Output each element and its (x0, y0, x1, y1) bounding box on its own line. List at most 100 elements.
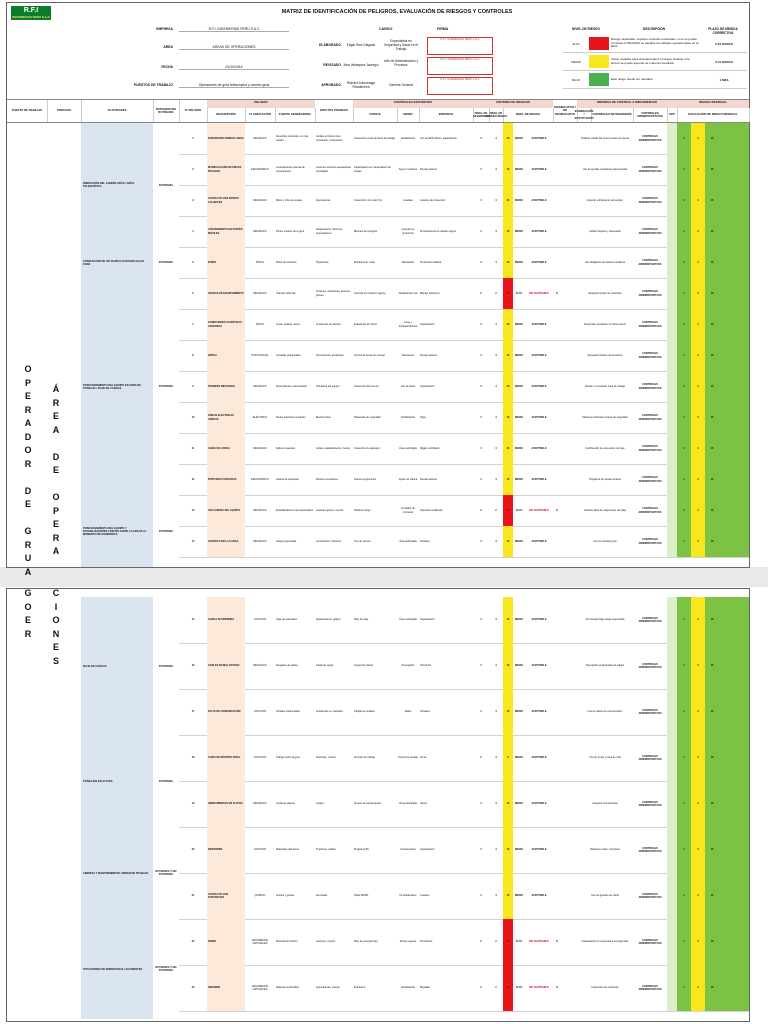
residual-severity: 4 (677, 643, 691, 689)
hazard-description: LÍNEAS ELÉCTRICAS AÉREAS (207, 402, 245, 433)
routine-cell: RUTINARIA (158, 779, 174, 783)
residual-severity: 4 (677, 247, 691, 278)
hazard-description: INCENDIO (207, 965, 245, 1011)
acceptability: ACEPTABLE (531, 446, 547, 450)
hazard-number: 22 (191, 940, 195, 944)
hazard-effects: Accidentes de tránsito (316, 322, 341, 326)
significance (553, 781, 561, 827)
residual-score: 16 (705, 278, 719, 309)
existing-control-medium: Apoyo mecánico (398, 167, 418, 171)
existing-control-source: Inspección diaria (354, 664, 373, 668)
epp-cell (667, 689, 677, 735)
hazard-description: ATRAPAMIENTO EN PARTES MÓVILES (207, 216, 245, 247)
risk-score: 16 (503, 309, 513, 340)
severity-value: 4 (480, 384, 482, 388)
existing-control-individual: Uso de EPP básico, capacitación (420, 136, 457, 140)
existing-control-medium: Reemplazo (401, 664, 415, 668)
hazard-description: GOLPES CON LA CARGA (207, 526, 245, 557)
administrative-control: CONTROLES ADMINISTRATIVOS (638, 321, 662, 328)
hazard-effects: Golpes (316, 802, 324, 806)
document-header: R.F.I INGENIERIAS PERU S.A.C MATRIZ DE I… (7, 3, 749, 100)
administrative-control: CONTROLES ADMINISTRATIVOS (638, 754, 662, 761)
acceptability: ACEPTABLE (531, 894, 547, 898)
residual-score: 16 (705, 597, 719, 643)
residual-score: 16 (705, 433, 719, 464)
acceptability: ACEPTABLE (531, 322, 547, 326)
administrative-control: CONTROLES ADMINISTRATIVOS (638, 166, 662, 173)
vertical-label-char: N (52, 628, 60, 639)
severity-value: 2 (480, 940, 482, 944)
residual-severity: 4 (677, 340, 691, 371)
hazard-number: 21 (191, 894, 195, 898)
engineering-control: Uso de cuerdas guía (593, 539, 617, 543)
existing-control-source: Control de horas de manejo (354, 353, 385, 357)
aprobado-signature-stamp: R.F.I. INGENIERIAS PERU S.A.C (427, 77, 493, 95)
hazard-source: Falla en aparejos (276, 446, 296, 450)
engineering-control: Uso de ayudas mecánicas para levantar (582, 167, 628, 171)
existing-control-medium: Descansos (401, 353, 415, 357)
hazard-classification: LOCATIVO (253, 618, 267, 622)
hazard-effects: Dermatitis (316, 894, 328, 898)
existing-control-individual: Capacitación (420, 384, 435, 388)
epp-cell (667, 185, 677, 216)
engineering-control: Programa de pausas activas (589, 477, 621, 481)
hazard-source: Material combustible (276, 986, 299, 990)
consequence-value: 4 (495, 848, 497, 852)
residual-comment (719, 216, 749, 247)
hazard-number: 6 (192, 291, 194, 295)
hazard-classification: PSICOSOCIAL (251, 353, 269, 357)
hazard-effects: Tropiezos, caídas (316, 848, 336, 852)
elimination-cell (561, 526, 577, 557)
residual-score: 16 (705, 735, 719, 781)
hazard-classification: QUÍMICO (254, 894, 266, 898)
engineering-control: Reemplazo programado de cables (585, 664, 625, 668)
existing-control-individual: Pausas activas (420, 477, 437, 481)
epp-cell (667, 340, 677, 371)
col-descripcion: DESCRIPCIÓN (207, 108, 246, 122)
residual-score: 16 (705, 402, 719, 433)
hazard-row: 2 MANIPULACIÓN DE PIEZAS PESADAS ERGONÓMIC… (179, 154, 749, 186)
severity-value: 4 (480, 415, 482, 419)
col-significativo: SIGNIFICATIVO / NO SIGNIFICATIVO (553, 100, 578, 122)
significance: S (556, 986, 558, 990)
epp-cell (667, 247, 677, 278)
col-medio: MEDIO (397, 108, 420, 122)
hazard-source: Movimiento telúrico (276, 940, 298, 944)
existing-control-source: Asiento ergonómico (354, 477, 377, 481)
col-administrativos: CONTROLES ADMINISTRATIVOS (633, 108, 668, 122)
vertical-label-char (21, 512, 35, 526)
hazard-number: 23 (191, 986, 195, 990)
administrative-control: CONTROLES ADMINISTRATIVOS (638, 846, 662, 853)
residual-comment (719, 735, 749, 781)
residual-severity: 4 (677, 965, 691, 1011)
routine-cell: RUTINARIA Y NO RUTINARIA (155, 966, 177, 972)
peligro-group-header: PELIGRO (207, 100, 315, 108)
acceptability: ACEPTABLE (531, 618, 547, 622)
legend-description: Riesgo intolerable, requiere controles e… (611, 37, 699, 49)
risk-level: MEDIO (514, 618, 524, 622)
existing-control-individual: Protección auditiva (420, 260, 442, 264)
residual-score: 16 (705, 216, 719, 247)
engineering-control: No transitar bajo carga suspendida (585, 618, 625, 622)
area-label: AREA (163, 45, 173, 49)
engineering-control: Mantener distancia mínima de seguridad (582, 415, 628, 419)
existing-control-individual: Operador certificado (420, 508, 443, 512)
existing-control-source: Extintores (354, 986, 366, 990)
risk-score: 16 (503, 247, 513, 278)
elimination-cell (561, 597, 577, 643)
residual-score: 16 (705, 464, 719, 495)
consequence-value: 2 (495, 291, 497, 295)
consequence-value: 4 (495, 198, 497, 202)
legend-level: ALTO (572, 41, 580, 46)
risk-score: 16 (503, 827, 513, 873)
hazard-description: MANIPULACIÓN DE PIEZAS PESADAS (207, 154, 245, 185)
hazard-number: 16 (191, 664, 195, 668)
risk-level: MEDIO (514, 756, 524, 760)
consequence-value: 4 (495, 415, 497, 419)
risk-level: MEDIO (514, 353, 524, 357)
engineering-control: Respetar límites de velocidad (588, 291, 622, 295)
vertical-label-char: P (52, 505, 59, 516)
residual-comment (719, 526, 749, 557)
vertical-label-char: A (52, 546, 60, 556)
residual-score: 16 (705, 371, 719, 402)
